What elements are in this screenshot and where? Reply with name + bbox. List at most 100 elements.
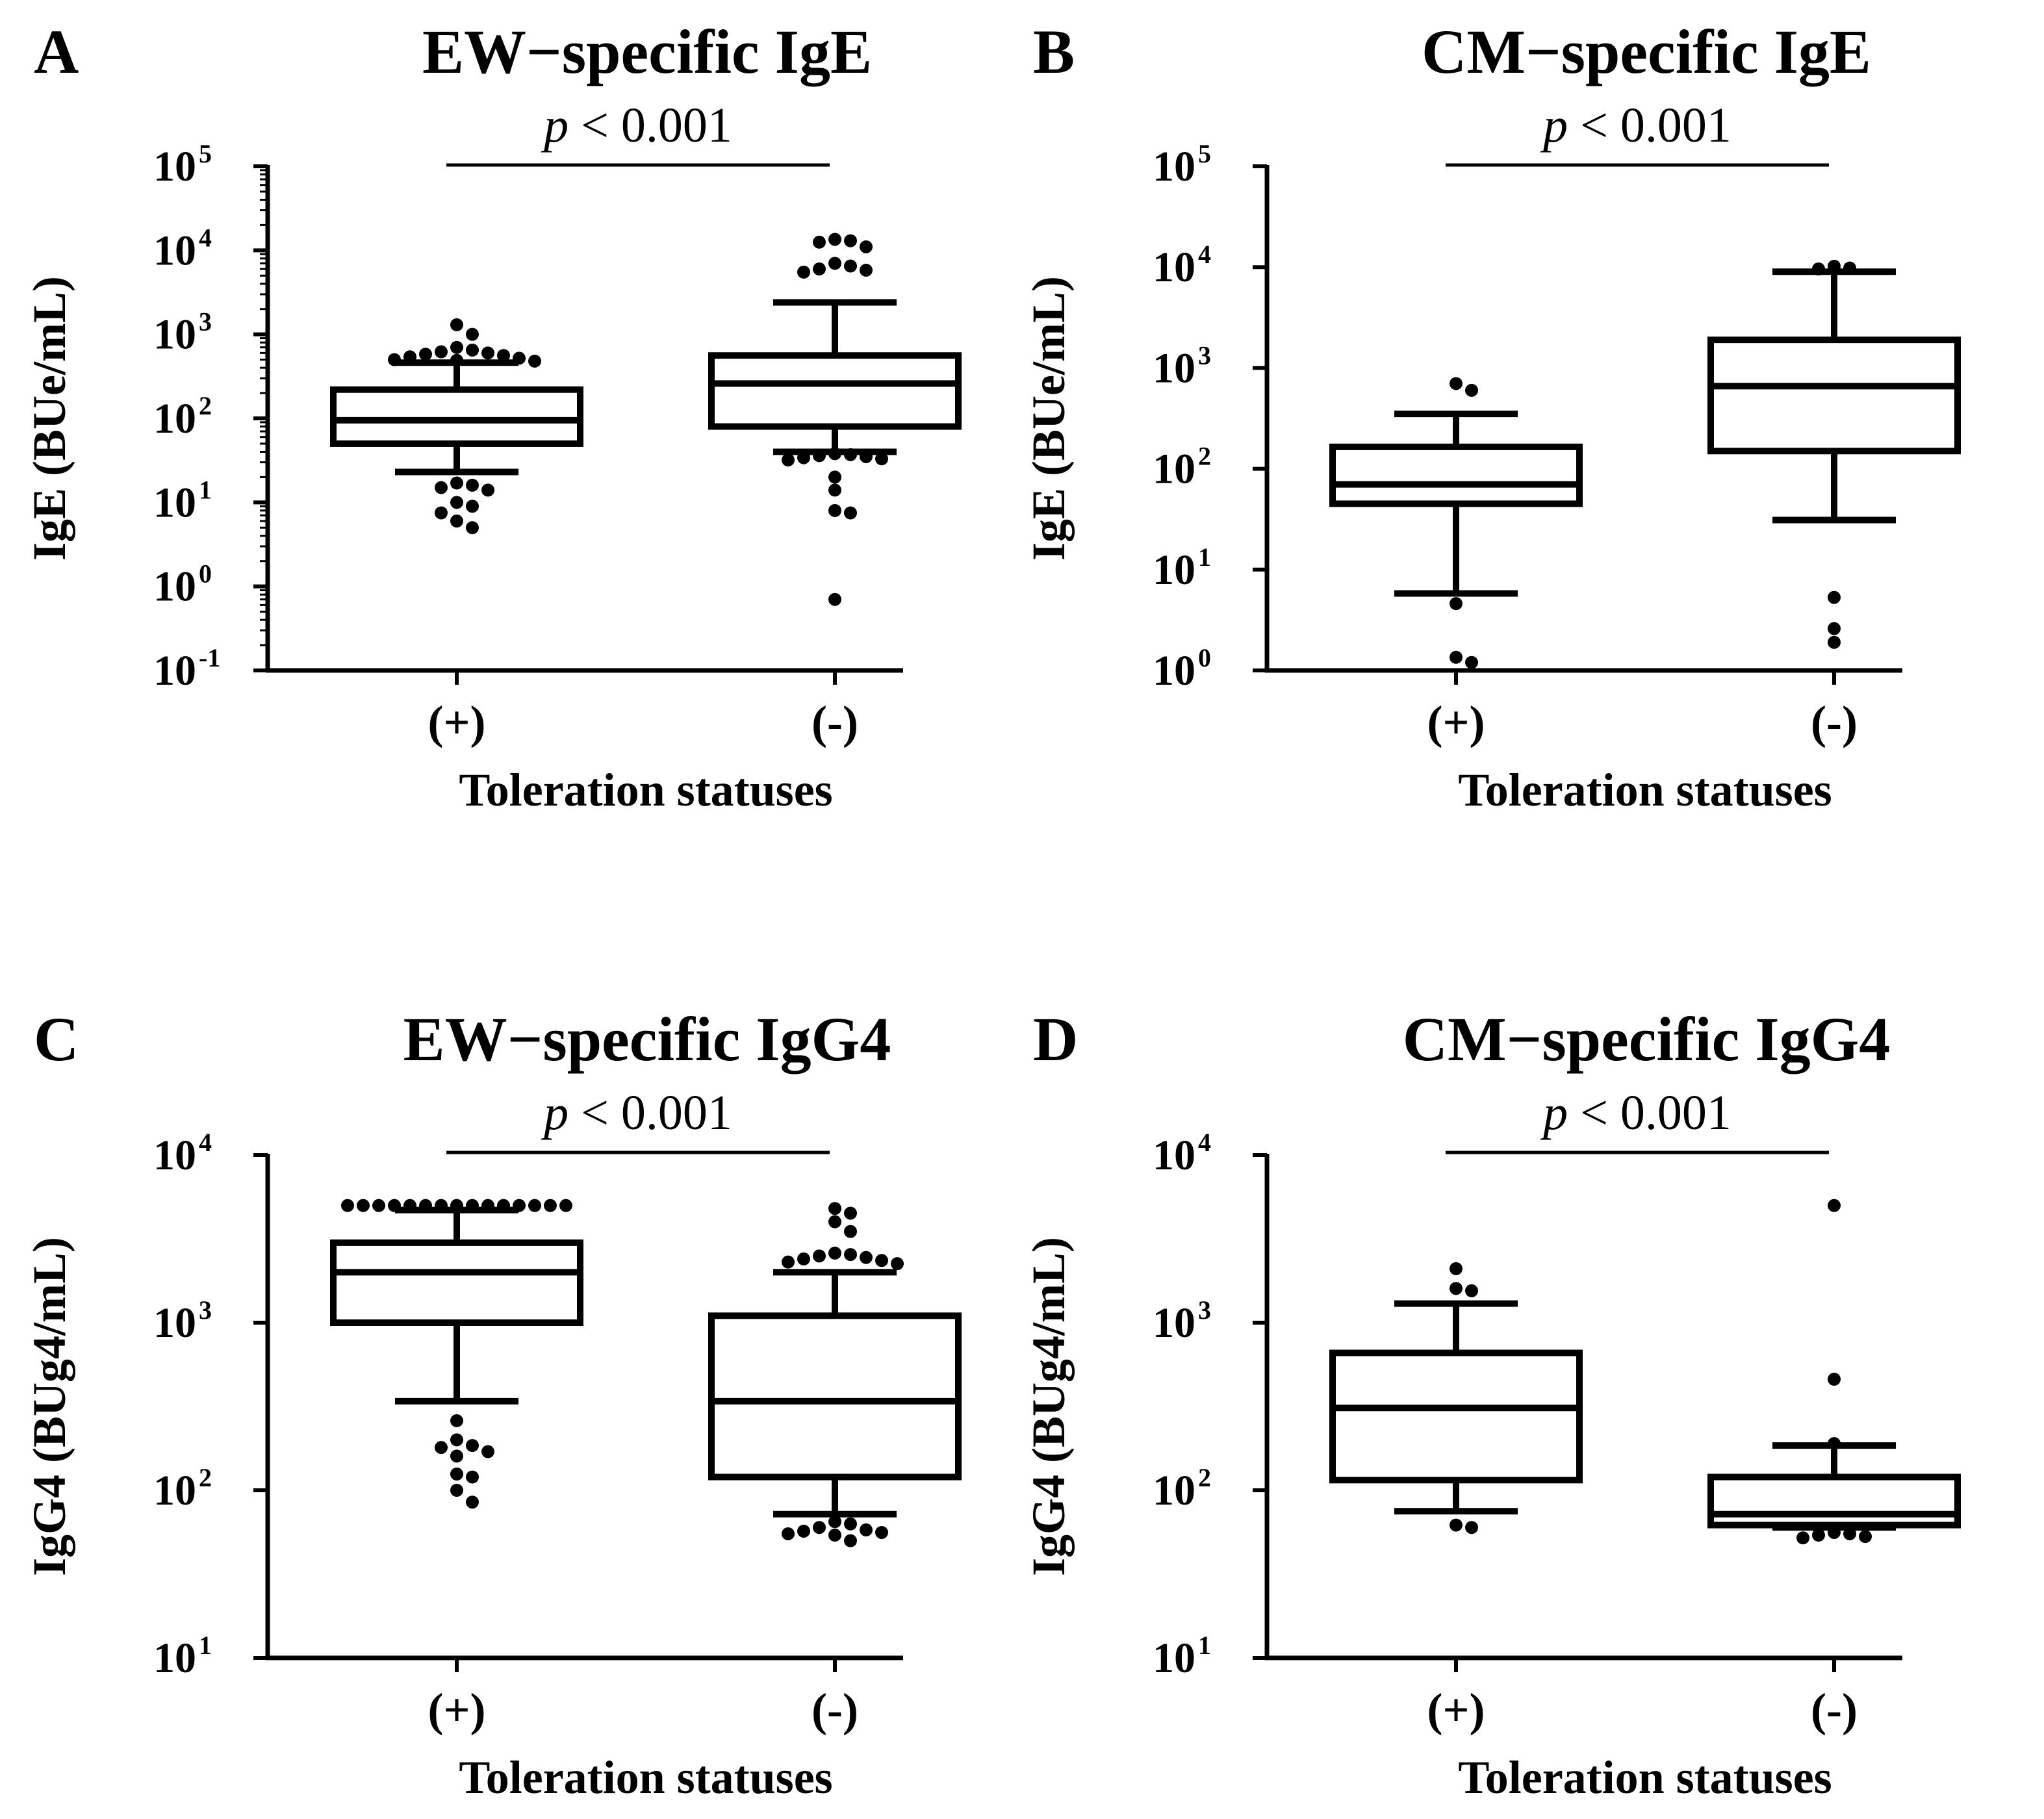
outlier-point [403,1199,416,1212]
box-plot-non-tolerant [708,233,962,606]
y-tick-exponent: 1 [199,1631,212,1660]
y-tick-exponent: 5 [1198,139,1211,168]
panel-letter: A [34,17,79,86]
outlier-point [828,503,841,517]
y-tick-exponent: 1 [1198,1631,1211,1660]
y-tick-exponent: 4 [199,223,212,252]
x-tick-label: (-) [1811,1684,1858,1736]
outlier-point [497,1199,510,1212]
outlier-point [860,450,873,463]
outlier-point [844,1206,857,1220]
iqr-box [330,386,583,447]
outlier-point [1450,377,1463,390]
panel-title: CM−specific IgE [1422,17,1871,86]
y-tick-base: 10 [153,1467,196,1514]
y-tick-exponent: 1 [199,475,212,504]
outlier-point [450,1199,463,1212]
box-plot-non-tolerant [708,1202,962,1547]
outlier-point [828,483,841,497]
outlier-point [875,1525,888,1539]
outlier-point [388,353,401,366]
y-tick-base: 10 [1153,1299,1195,1347]
outlier-point [1450,650,1463,664]
outlier-point [1843,1527,1856,1540]
y-tick-label: 10 [1153,546,1195,594]
outlier-point [559,1199,572,1212]
outlier-point [450,1467,463,1481]
outlier-point [1828,1525,1841,1539]
outlier-point [1812,262,1825,275]
p-value-text: < 0.001 [568,1086,732,1140]
outlier-point [1450,1518,1463,1532]
y-tick-exponent: 3 [1198,340,1211,370]
outlier-point [1828,1373,1841,1386]
outlier-point [860,240,873,253]
outlier-point [481,1199,494,1212]
y-tick-exponent: 0 [199,559,212,589]
y-tick-label: 10 [153,143,196,190]
outlier-point [1450,1282,1463,1295]
outlier-point [450,1433,463,1447]
outlier-point [419,1199,432,1212]
iqr-box [708,1312,962,1481]
panel-title: EW−specific IgE [422,17,872,86]
outlier-point [813,1521,826,1534]
iqr-box [1329,1349,1583,1484]
y-tick-label: 10 [153,1467,196,1514]
y-tick-base: 10 [153,563,196,611]
box-plot-non-tolerant [1707,1199,1961,1545]
y-tick-base: 10 [1153,1635,1195,1682]
outlier-point [497,349,510,363]
outlier-point [797,451,810,464]
outlier-point [844,1534,857,1547]
outlier-point [481,346,494,360]
y-tick-label: 10 [153,1635,196,1682]
outlier-point [828,1515,841,1529]
outlier-point [860,1251,873,1264]
outlier-point [828,592,841,606]
panel-title: CM−specific IgG4 [1403,1004,1891,1074]
outlier-point [450,496,463,509]
outlier-point [844,1225,857,1238]
y-tick-base: 10 [153,1299,196,1347]
p-value-label: p < 0.001 [541,98,732,153]
outlier-point [860,263,873,277]
y-tick-base: 10 [153,311,196,359]
y-tick-base: 10 [1153,647,1195,694]
box-plot-tolerant [330,318,583,535]
outlier-point [875,452,888,466]
y-tick-label: 10 [153,647,196,694]
outlier-point [1828,1437,1841,1451]
outlier-point [1465,383,1478,397]
outlier-point [797,1252,810,1266]
y-axis-title: IgG4 (BUg4/mL) [1023,1237,1075,1576]
outlier-point [435,345,448,359]
outlier-point [466,500,479,513]
outlier-point [388,1199,401,1212]
outlier-point [844,506,857,520]
outlier-point [435,481,448,494]
outlier-point [450,340,463,354]
p-value-label: p < 0.001 [1540,1086,1731,1140]
outlier-point [357,1199,370,1212]
y-tick-exponent: 2 [199,391,212,420]
outlier-point [828,1215,841,1228]
y-tick-base: 10 [153,479,196,526]
p-value-label: p < 0.001 [1540,98,1731,153]
outlier-point [844,1248,857,1262]
y-tick-exponent: 4 [1198,240,1211,269]
outlier-point [481,1445,494,1458]
outlier-point [828,447,841,461]
y-tick-exponent: 3 [1198,1295,1211,1325]
p-value-italic: p [1540,1086,1568,1140]
outlier-point [1465,1521,1478,1534]
outlier-point [1465,1284,1478,1297]
y-tick-base: 10 [1153,1132,1195,1179]
panel-title: EW−specific IgG4 [403,1004,891,1074]
outlier-point [435,1441,448,1455]
y-tick-base: 10 [1153,546,1195,594]
y-tick-base: 10 [153,1132,196,1179]
y-tick-label: 10 [153,1132,196,1179]
outlier-point [1828,622,1841,635]
